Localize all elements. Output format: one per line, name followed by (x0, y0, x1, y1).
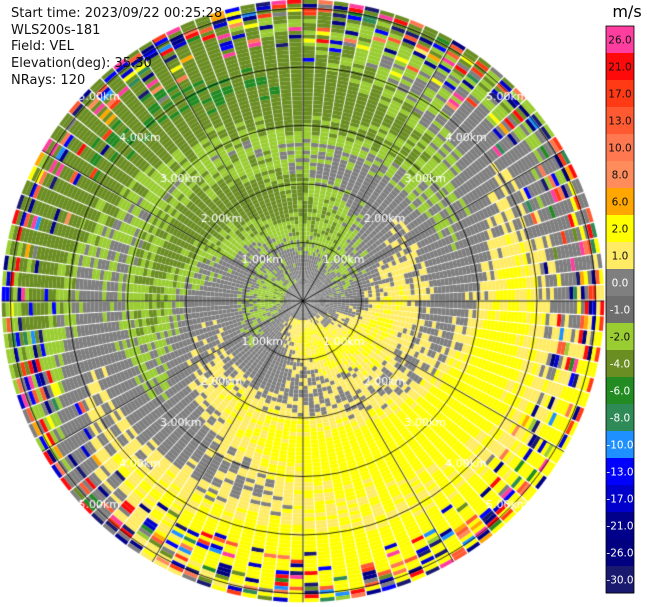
colorbar-tick-label: 6.0 (612, 197, 629, 209)
elevation-label: Elevation(deg): 35.30 (11, 55, 152, 71)
colorbar-tick-label: 0.0 (612, 278, 629, 290)
field-label: Field: VEL (11, 39, 74, 55)
start-time-label: Start time: 2023/09/22 00:25:28 (11, 6, 223, 21)
colorbar-tick-label: 2.0 (612, 224, 629, 236)
colorbar-tick-label: 8.0 (612, 170, 629, 182)
colorbar-swatch (606, 485, 634, 513)
colorbar-swatch (606, 107, 634, 135)
colorbar-tick-label: -26.0 (606, 548, 633, 560)
colorbar-swatch (606, 80, 634, 108)
colorbar-swatch (606, 296, 634, 324)
colorbar-tick-label: -4.0 (610, 359, 631, 371)
nrays-label: NRays: 120 (11, 73, 86, 89)
colorbar-tick-label: 10.0 (608, 143, 631, 155)
colorbar-swatch (606, 539, 634, 567)
colorbar-tick-label: 21.0 (608, 62, 631, 74)
colorbar-tick-label: -1.0 (610, 305, 631, 317)
colorbar-tick-label: -21.0 (606, 521, 633, 533)
colorbar-tick-label: -8.0 (610, 413, 631, 425)
colorbar-tick-label: -17.0 (606, 494, 633, 506)
colorbar-swatch (606, 566, 634, 594)
colorbar-swatch (606, 242, 634, 270)
colorbar-tick-label: -2.0 (610, 332, 631, 344)
colorbar-tick-label: -13.0 (606, 467, 633, 479)
colorbar-swatch (606, 458, 634, 486)
colorbar-swatch (606, 161, 634, 189)
colorbar-tick-label: 1.0 (612, 251, 629, 263)
colorbar-tick-label: 13.0 (608, 116, 631, 128)
colorbar-swatch (606, 134, 634, 162)
colorbar-swatch (606, 323, 634, 351)
site-label: WLS200s-181 (11, 22, 101, 38)
colorbar-swatch (606, 188, 634, 216)
colorbar-frame (605, 25, 635, 594)
colorbar-tick-label: -6.0 (610, 386, 631, 398)
colorbar-tick-label: -30.0 (606, 575, 633, 587)
colorbar-swatch (606, 215, 634, 243)
colorbar-swatch (606, 377, 634, 405)
colorbar-swatch (606, 350, 634, 378)
colorbar-swatch (606, 26, 634, 54)
colorbar-swatch (606, 269, 634, 297)
colorbar-swatch (606, 512, 634, 540)
colorbar-swatch (606, 53, 634, 81)
colorbar-tick-label: 17.0 (608, 89, 631, 101)
colorbar-swatch (606, 431, 634, 459)
colorbar-tick-label: -10.0 (606, 440, 633, 452)
plot-info: Start time: 2023/09/22 00:25:28 WLS200s-… (11, 6, 222, 90)
velocity-colorbar: m/s 26.0 21.0 17.0 13.0 10.0 8.0 6.0 2.0 1.0 0.0 -1… (605, 2, 642, 594)
colorbar-unit-label: m/s (612, 2, 641, 21)
colorbar-tick-label: 26.0 (608, 35, 631, 47)
colorbar-swatch (606, 404, 634, 432)
